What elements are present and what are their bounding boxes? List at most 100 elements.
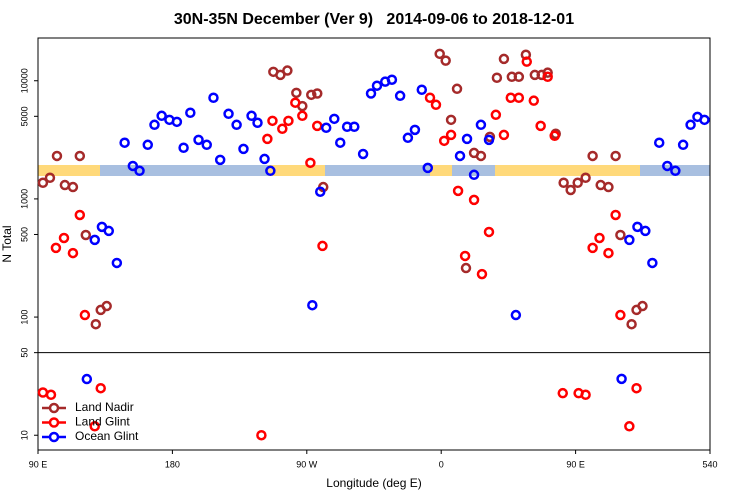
point: [549, 130, 560, 142]
point: [329, 113, 340, 125]
y-tick-label: 500: [19, 227, 29, 242]
point: [558, 177, 569, 189]
point: [440, 55, 451, 66]
point: [490, 109, 502, 121]
point: [314, 186, 326, 197]
plot-frame: [37, 37, 711, 451]
point: [290, 97, 301, 108]
y-axis-label: N Total: [0, 225, 14, 262]
point: [587, 150, 598, 162]
point: [44, 172, 56, 184]
legend-label: Ocean Glint: [75, 429, 139, 443]
point: [451, 83, 463, 95]
point: [685, 119, 696, 131]
point: [252, 117, 263, 129]
point: [58, 232, 70, 244]
point: [662, 160, 673, 172]
point: [452, 185, 464, 197]
point: [615, 229, 626, 241]
point: [475, 119, 487, 131]
point: [498, 53, 510, 65]
point: [542, 71, 553, 83]
band-land: [430, 165, 452, 176]
point: [402, 132, 414, 144]
y-tick-label: 100: [19, 310, 29, 325]
point: [291, 87, 302, 99]
point: [305, 157, 316, 169]
point: [521, 56, 533, 67]
point: [424, 92, 436, 103]
point: [142, 139, 154, 151]
point: [231, 119, 242, 131]
point: [103, 225, 115, 237]
point: [208, 92, 219, 103]
point: [647, 257, 658, 269]
point: [513, 71, 525, 83]
point: [37, 177, 49, 189]
point: [461, 133, 473, 145]
legend-marker: [48, 402, 60, 414]
point: [699, 114, 710, 126]
point: [67, 181, 79, 193]
point: [468, 194, 480, 206]
y-tick-label: 1000: [19, 189, 29, 209]
point: [282, 65, 293, 76]
point: [101, 300, 112, 312]
x-tick-label: 90 E: [566, 459, 585, 469]
legend-marker: [48, 431, 60, 443]
point: [587, 242, 598, 254]
point: [475, 150, 487, 162]
band-land: [38, 165, 100, 176]
point: [394, 90, 406, 102]
point: [624, 234, 635, 246]
point: [483, 226, 495, 238]
point: [335, 137, 346, 148]
point: [610, 150, 621, 162]
point: [45, 389, 57, 401]
band-land: [495, 165, 640, 176]
legend-label: Land Glint: [75, 415, 130, 429]
y-tick-label: 10000: [19, 68, 29, 93]
band-land: [268, 165, 325, 176]
point: [256, 429, 267, 441]
point: [445, 114, 457, 126]
point: [312, 88, 323, 99]
point: [95, 382, 106, 394]
point: [528, 95, 540, 106]
legend-label: Land Nadir: [75, 400, 134, 414]
point: [297, 110, 308, 122]
point: [193, 134, 204, 146]
band-ocean: [100, 165, 268, 176]
x-tick-label: 90 E: [29, 459, 48, 469]
point: [386, 74, 398, 85]
point: [81, 373, 93, 385]
point: [357, 148, 369, 160]
point: [594, 232, 605, 244]
point: [37, 387, 49, 398]
point: [185, 107, 196, 118]
point: [460, 262, 472, 274]
x-tick-label: 90 W: [296, 459, 318, 469]
y-tick-label: 5000: [19, 106, 29, 126]
point: [476, 268, 488, 280]
point: [74, 209, 86, 221]
point: [259, 153, 270, 165]
band-ocean: [325, 165, 430, 176]
legend-marker: [48, 417, 60, 428]
point: [275, 69, 286, 81]
point: [79, 309, 91, 321]
point: [603, 247, 614, 259]
point: [580, 172, 591, 184]
point: [317, 240, 328, 252]
point: [238, 143, 249, 155]
point: [59, 179, 71, 191]
point: [201, 139, 212, 151]
point: [632, 221, 643, 233]
point: [67, 247, 79, 259]
point: [111, 257, 123, 269]
point: [626, 318, 637, 330]
point: [246, 110, 257, 122]
y-tick-label: 50: [19, 348, 29, 358]
